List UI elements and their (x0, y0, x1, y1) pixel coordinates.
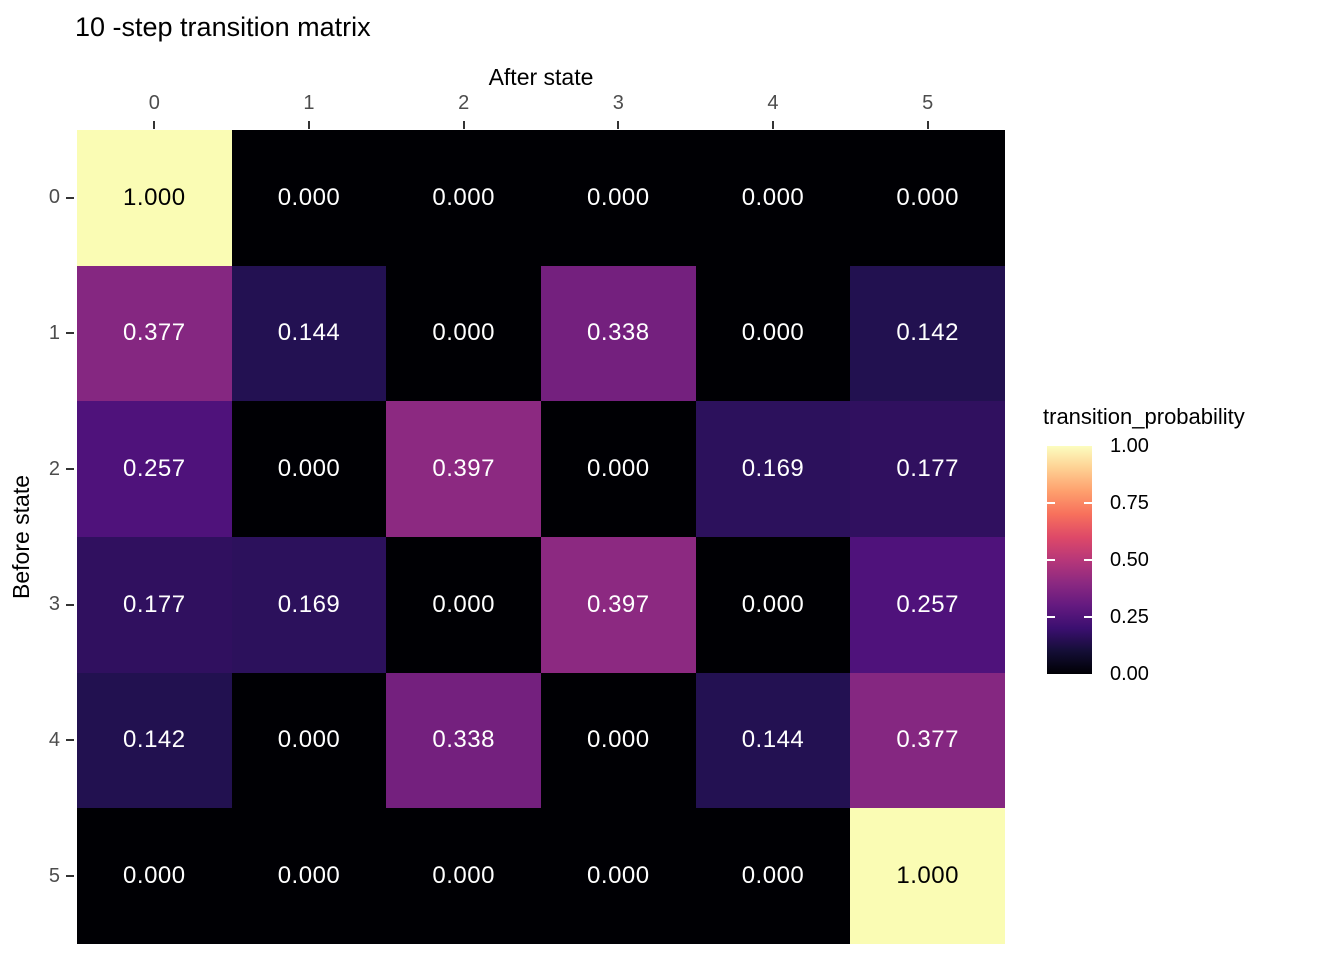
x-tick-mark (386, 121, 541, 129)
heatmap-cell: 0.257 (77, 401, 232, 537)
heatmap-cell: 0.000 (386, 130, 541, 266)
x-tick-label: 1 (303, 92, 315, 114)
heatmap-cell: 0.397 (386, 401, 541, 537)
y-tick-label: 0 (48, 186, 60, 209)
heatmap-cell: 0.000 (231, 808, 387, 944)
y-tick-mark (66, 401, 74, 537)
y-tick-label: 1 (48, 321, 60, 344)
heatmap-cell: 0.169 (695, 401, 851, 537)
heatmap-cell: 0.142 (77, 672, 232, 809)
heatmap-cell: 0.000 (231, 130, 387, 266)
heatmap-cell: 1.000 (850, 808, 1005, 944)
colorbar-tick (1084, 502, 1092, 504)
colorbar-tick-label: 0.25 (1110, 606, 1149, 628)
heatmap-cell: 0.144 (695, 672, 851, 809)
heatmap-cell: 0.000 (850, 130, 1005, 266)
heatmap-cell: 0.000 (541, 401, 696, 537)
y-tick-labels: 0 1 2 3 4 5 (0, 130, 60, 944)
x-tick-mark (850, 121, 1005, 129)
heatmap-cell: 0.000 (231, 401, 387, 537)
x-tick-label: 3 (612, 92, 624, 114)
x-axis-title: After state (488, 64, 594, 90)
heatmap-cell: 0.142 (850, 265, 1005, 402)
colorbar-tick-label: 1.00 (1110, 435, 1149, 457)
y-tick-label: 5 (48, 864, 60, 887)
colorbar-tick-label: 0.75 (1110, 492, 1149, 514)
heatmap-cell: 0.177 (850, 401, 1005, 537)
heatmap-cell: 0.397 (541, 537, 696, 673)
y-tick-mark (66, 808, 74, 944)
heatmap-cell: 0.169 (231, 537, 387, 673)
heatmap-cell: 0.000 (386, 265, 541, 402)
x-tick-mark (696, 121, 851, 129)
heatmap-cell: 0.377 (77, 265, 232, 402)
y-tick-label: 4 (48, 728, 60, 751)
colorbar-tick (1047, 502, 1055, 504)
heatmap-cell: 0.338 (386, 672, 541, 809)
heatmap-cell: 0.177 (77, 537, 232, 673)
heatmap-cell: 1.000 (77, 130, 232, 266)
heatmap-cell: 0.000 (386, 808, 541, 944)
colorbar-tick (1047, 616, 1055, 618)
heatmap-cell: 0.000 (541, 808, 696, 944)
heatmap-grid: 1.000 0.000 0.000 0.000 0.000 0.000 0.377 0.144… (77, 130, 1005, 944)
x-tick-mark (232, 121, 387, 129)
chart-title: 10 -step transition matrix (75, 12, 371, 42)
y-tick-label: 2 (48, 457, 60, 480)
x-tick-mark (541, 121, 696, 129)
colorbar-tick-label: 0.50 (1110, 549, 1149, 571)
x-tick-label: 4 (767, 92, 779, 114)
y-tick-marks (66, 130, 74, 944)
y-tick-mark (66, 673, 74, 809)
heatmap-cell: 0.000 (77, 808, 232, 944)
x-tick-marks (77, 121, 1005, 129)
heatmap-cell: 0.257 (850, 537, 1005, 673)
y-tick-mark (66, 130, 74, 266)
heatmap-cell: 0.000 (541, 672, 696, 809)
heatmap-cell: 0.000 (231, 672, 387, 809)
legend-title: transition_probability (1043, 404, 1245, 429)
heatmap-cell: 0.338 (541, 265, 696, 402)
x-tick-label: 5 (922, 92, 934, 114)
heatmap-cell: 0.000 (386, 537, 541, 673)
x-tick-label: 2 (458, 92, 470, 114)
y-tick-mark (66, 266, 74, 402)
y-tick-label: 3 (48, 593, 60, 616)
heatmap-cell: 0.000 (695, 265, 851, 402)
colorbar-tick-label: 0.00 (1110, 663, 1149, 685)
x-tick-mark (77, 121, 232, 129)
colorbar-tick (1084, 559, 1092, 561)
heatmap-cell: 0.000 (541, 130, 696, 266)
colorbar-tick (1084, 616, 1092, 618)
heatmap-cell: 0.377 (850, 672, 1005, 809)
heatmap-cell: 0.000 (695, 130, 851, 266)
heatmap-cell: 0.000 (695, 537, 851, 673)
heatmap-cell: 0.000 (695, 808, 851, 944)
y-tick-mark (66, 537, 74, 673)
x-tick-labels: 0 1 2 3 4 5 (77, 90, 1005, 116)
colorbar-tick (1047, 559, 1055, 561)
colorbar-legend: transition_probability 1.00 0.75 0.50 0.25 0… (1043, 404, 1343, 704)
heatmap-cell: 0.144 (231, 265, 387, 402)
x-tick-label: 0 (148, 92, 160, 114)
